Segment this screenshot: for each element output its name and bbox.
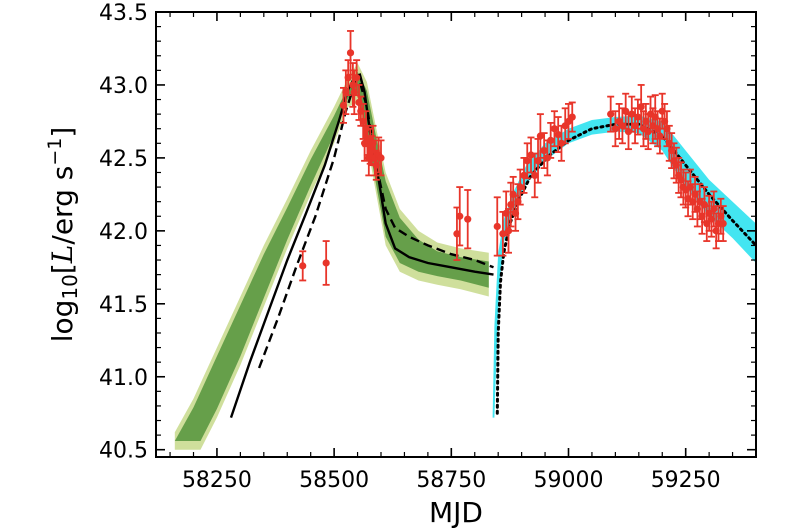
data-marker	[322, 259, 330, 267]
data-point	[536, 113, 544, 159]
data-point	[299, 250, 307, 282]
line-model-dotted	[495, 122, 756, 415]
data-marker	[540, 147, 548, 155]
data-marker	[504, 227, 513, 235]
data-marker	[547, 136, 555, 144]
data-point	[547, 121, 555, 159]
data-point	[534, 138, 542, 184]
data-marker	[568, 113, 576, 121]
y-tick-label: 41.0	[99, 366, 148, 391]
data-point	[631, 107, 639, 145]
data-point	[618, 107, 627, 145]
line-model-solid	[229, 73, 494, 418]
y-axis-label-open: [	[46, 263, 79, 274]
data-marker	[346, 49, 355, 57]
data-marker	[464, 215, 472, 223]
data-marker	[534, 157, 542, 165]
x-tick-label: 59000	[534, 468, 604, 493]
y-axis-label-sub: 10	[58, 274, 82, 299]
y-tick-label: 43.0	[99, 74, 148, 99]
y-tick-label: 41.5	[99, 293, 148, 318]
data-marker	[377, 154, 385, 162]
band-first-flare-core	[174, 71, 489, 442]
data-marker	[607, 110, 615, 118]
data-marker	[520, 171, 528, 180]
data-marker	[493, 222, 501, 231]
data-marker	[628, 110, 636, 118]
x-tick-label: 59250	[651, 468, 721, 493]
data-marker	[719, 219, 727, 228]
data-point	[568, 101, 576, 133]
band-second-flare	[492, 115, 756, 418]
y-tick-label: 42.5	[99, 147, 148, 172]
line-model-dashed	[257, 80, 494, 369]
data-point	[554, 116, 562, 153]
y-axis-label-var: L	[46, 245, 79, 265]
data-marker	[622, 107, 630, 115]
y-axis-label: log10[L/erg s−1]	[44, 127, 82, 343]
data-points	[299, 30, 727, 286]
data-marker	[456, 212, 464, 220]
data-point	[719, 205, 727, 242]
data-marker	[516, 183, 524, 191]
data-point	[359, 103, 367, 140]
data-marker	[618, 122, 627, 130]
data-point	[322, 240, 330, 286]
y-axis-label-close: ]	[46, 127, 79, 138]
data-point	[456, 186, 464, 247]
x-axis-label: MJD	[429, 496, 483, 529]
data-marker	[527, 151, 535, 159]
data-point	[493, 196, 501, 257]
data-marker	[344, 74, 352, 82]
data-point	[656, 117, 664, 155]
y-tick-label: 42.0	[99, 220, 148, 245]
data-marker	[634, 113, 642, 121]
data-point	[557, 124, 566, 162]
data-point	[691, 175, 699, 213]
data-point	[607, 95, 615, 133]
data-marker	[550, 125, 559, 133]
data-marker	[453, 230, 461, 238]
data-marker	[359, 117, 367, 126]
data-marker	[637, 103, 645, 111]
data-marker	[349, 81, 357, 89]
y-axis-label-sup: −1	[44, 138, 66, 166]
data-marker	[531, 171, 539, 180]
posterior-bands	[174, 63, 756, 450]
data-marker	[656, 132, 664, 140]
plot-frame	[155, 11, 757, 458]
y-tick-label: 40.5	[99, 439, 148, 464]
data-point	[516, 168, 524, 206]
data-marker	[299, 262, 307, 270]
data-point	[611, 110, 619, 148]
data-point	[523, 142, 531, 180]
data-point	[540, 132, 548, 170]
data-marker	[554, 130, 562, 139]
data-point	[464, 189, 472, 250]
data-marker	[353, 74, 361, 82]
axis-labels: MJD log10[L/erg s−1]	[44, 127, 483, 529]
data-marker	[710, 205, 718, 213]
y-axis-label-log: log	[46, 300, 79, 343]
data-point	[377, 139, 385, 177]
y-tick-label: 43.5	[99, 1, 148, 26]
data-point	[344, 59, 352, 97]
data-point	[346, 30, 355, 76]
data-marker	[557, 139, 566, 147]
x-tick-label: 58250	[182, 468, 252, 493]
data-marker	[611, 125, 619, 133]
data-point	[622, 92, 630, 130]
data-point	[353, 59, 361, 97]
model-lines	[229, 73, 756, 418]
x-tick-label: 58750	[416, 468, 486, 493]
data-marker	[523, 157, 531, 165]
axis-ticks: 58250 58500 58750 59000 59250 40.5 41.0 41.5 42.…	[99, 1, 757, 493]
x-tick-label: 58500	[299, 468, 369, 493]
y-axis-label-unit: /erg s	[46, 166, 79, 245]
data-point	[615, 103, 623, 140]
data-point	[550, 110, 559, 148]
data-marker	[536, 132, 544, 140]
data-marker	[631, 122, 639, 130]
